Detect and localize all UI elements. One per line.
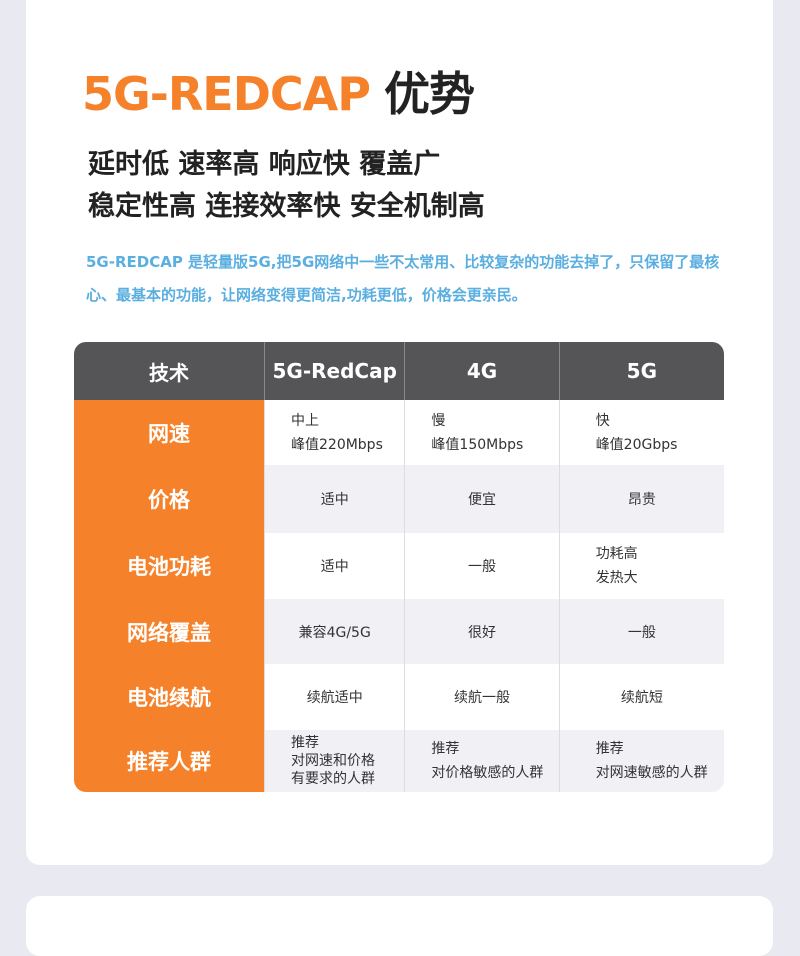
next-card — [26, 896, 773, 956]
row-label: 电池功耗 — [74, 533, 264, 599]
table-row: 电池续航 续航适中 续航一般 续航短 — [74, 664, 724, 730]
table-cell: 一般 — [558, 599, 724, 664]
table-cell: 续航一般 — [404, 664, 559, 730]
table-row: 价格 适中 便宜 昂贵 — [74, 465, 724, 533]
table-cell: 昂贵 — [558, 465, 724, 533]
subtitle-line: 稳定性高 连接效率快 安全机制高 — [88, 191, 485, 222]
table-row: 网络覆盖 兼容4G/5G 很好 一般 — [74, 599, 724, 664]
table-cell: 续航适中 — [264, 664, 405, 730]
table-cell: 续航短 — [558, 664, 724, 730]
row-label: 电池续航 — [74, 664, 264, 730]
table-cell: 适中 — [264, 533, 405, 599]
column-header: 技术 — [74, 342, 264, 400]
comparison-table: 技术 5G-RedCap 4G 5G 网速 中上 峰值220Mbps 慢 峰值150Mbp… — [74, 342, 724, 792]
page-title: 5G-REDCAP 优势 — [82, 67, 475, 121]
table-cell: 推荐 对价格敏感的人群 — [404, 730, 559, 792]
table-cell: 便宜 — [404, 465, 559, 533]
table-cell: 适中 — [264, 465, 405, 533]
subtitle-line: 延时低 速率高 响应快 覆盖广 — [88, 149, 441, 180]
table-cell: 慢 峰值150Mbps — [404, 400, 559, 465]
table-cell: 中上 峰值220Mbps — [264, 400, 405, 465]
table-cell: 一般 — [404, 533, 559, 599]
description: 5G-REDCAP 是轻量版5G,把5G网络中一些不太常用、比较复杂的功能去掉了… — [86, 253, 720, 304]
table-row: 推荐人群 推荐 对网速和价格 有要求的人群 推荐 对价格敏感的人群 推荐 对网速敏感的… — [74, 730, 724, 792]
row-label: 网速 — [74, 400, 264, 465]
table-row: 电池功耗 适中 一般 功耗高 发热大 — [74, 533, 724, 599]
column-header: 5G — [558, 342, 724, 400]
table-cell: 很好 — [404, 599, 559, 664]
table-row: 网速 中上 峰值220Mbps 慢 峰值150Mbps 快 峰值20Gbps — [74, 400, 724, 465]
row-label: 价格 — [74, 465, 264, 533]
table-cell: 兼容4G/5G — [264, 599, 405, 664]
column-header: 5G-RedCap — [264, 342, 405, 400]
row-label: 网络覆盖 — [74, 599, 264, 664]
table-cell: 快 峰值20Gbps — [558, 400, 724, 465]
table-cell: 功耗高 发热大 — [558, 533, 724, 599]
column-header: 4G — [404, 342, 559, 400]
table-cell: 推荐 对网速和价格 有要求的人群 — [264, 730, 405, 792]
row-label: 推荐人群 — [74, 730, 264, 792]
table-cell: 推荐 对网速敏感的人群 — [558, 730, 724, 792]
